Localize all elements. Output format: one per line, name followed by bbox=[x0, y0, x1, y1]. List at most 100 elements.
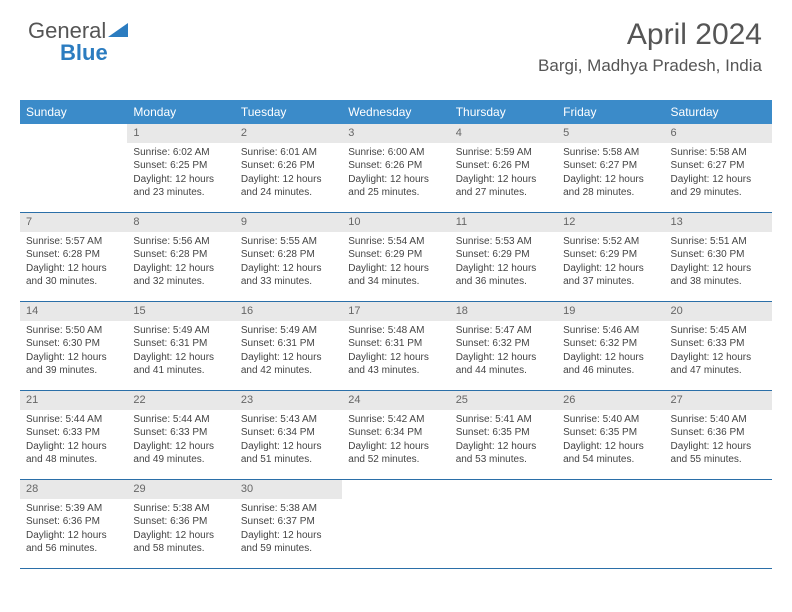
sunset-text: Sunset: 6:33 PM bbox=[671, 337, 766, 351]
daylight-line2: and 39 minutes. bbox=[26, 364, 121, 378]
day-body: Sunrise: 5:50 AMSunset: 6:30 PMDaylight:… bbox=[20, 321, 127, 384]
day-number: 21 bbox=[20, 391, 127, 410]
header: April 2024 Bargi, Madhya Pradesh, India bbox=[538, 18, 762, 76]
sunset-text: Sunset: 6:27 PM bbox=[671, 159, 766, 173]
daylight-line2: and 36 minutes. bbox=[456, 275, 551, 289]
sunrise-text: Sunrise: 5:41 AM bbox=[456, 413, 551, 427]
sunset-text: Sunset: 6:36 PM bbox=[26, 515, 121, 529]
day-cell: 29Sunrise: 5:38 AMSunset: 6:36 PMDayligh… bbox=[127, 480, 234, 568]
daylight-line2: and 33 minutes. bbox=[241, 275, 336, 289]
day-number: 19 bbox=[557, 302, 664, 321]
day-cell: 4Sunrise: 5:59 AMSunset: 6:26 PMDaylight… bbox=[450, 124, 557, 212]
daylight-line1: Daylight: 12 hours bbox=[241, 529, 336, 543]
sunset-text: Sunset: 6:29 PM bbox=[348, 248, 443, 262]
daylight-line1: Daylight: 12 hours bbox=[456, 351, 551, 365]
month-title: April 2024 bbox=[538, 18, 762, 52]
weekday-sunday: Sunday bbox=[20, 100, 127, 124]
day-number: 24 bbox=[342, 391, 449, 410]
daylight-line2: and 41 minutes. bbox=[133, 364, 228, 378]
empty-cell bbox=[342, 480, 449, 568]
weekday-wednesday: Wednesday bbox=[342, 100, 449, 124]
sunset-text: Sunset: 6:36 PM bbox=[671, 426, 766, 440]
day-body: Sunrise: 5:55 AMSunset: 6:28 PMDaylight:… bbox=[235, 232, 342, 295]
daylight-line1: Daylight: 12 hours bbox=[241, 173, 336, 187]
day-number: 12 bbox=[557, 213, 664, 232]
daylight-line1: Daylight: 12 hours bbox=[133, 529, 228, 543]
day-cell: 5Sunrise: 5:58 AMSunset: 6:27 PMDaylight… bbox=[557, 124, 664, 212]
day-cell: 15Sunrise: 5:49 AMSunset: 6:31 PMDayligh… bbox=[127, 302, 234, 390]
sunrise-text: Sunrise: 6:02 AM bbox=[133, 146, 228, 160]
day-body: Sunrise: 6:01 AMSunset: 6:26 PMDaylight:… bbox=[235, 143, 342, 206]
day-number: 4 bbox=[450, 124, 557, 143]
day-number: 7 bbox=[20, 213, 127, 232]
daylight-line2: and 53 minutes. bbox=[456, 453, 551, 467]
day-body: Sunrise: 5:49 AMSunset: 6:31 PMDaylight:… bbox=[127, 321, 234, 384]
daylight-line1: Daylight: 12 hours bbox=[563, 351, 658, 365]
day-cell: 18Sunrise: 5:47 AMSunset: 6:32 PMDayligh… bbox=[450, 302, 557, 390]
daylight-line2: and 47 minutes. bbox=[671, 364, 766, 378]
daylight-line2: and 58 minutes. bbox=[133, 542, 228, 556]
sunset-text: Sunset: 6:33 PM bbox=[26, 426, 121, 440]
sunrise-text: Sunrise: 5:40 AM bbox=[671, 413, 766, 427]
daylight-line2: and 38 minutes. bbox=[671, 275, 766, 289]
day-body: Sunrise: 5:48 AMSunset: 6:31 PMDaylight:… bbox=[342, 321, 449, 384]
daylight-line1: Daylight: 12 hours bbox=[133, 351, 228, 365]
week-row: 21Sunrise: 5:44 AMSunset: 6:33 PMDayligh… bbox=[20, 391, 772, 480]
weekday-saturday: Saturday bbox=[665, 100, 772, 124]
day-body: Sunrise: 5:38 AMSunset: 6:36 PMDaylight:… bbox=[127, 499, 234, 562]
sunrise-text: Sunrise: 6:01 AM bbox=[241, 146, 336, 160]
daylight-line1: Daylight: 12 hours bbox=[563, 440, 658, 454]
day-body: Sunrise: 5:59 AMSunset: 6:26 PMDaylight:… bbox=[450, 143, 557, 206]
weekday-header-row: SundayMondayTuesdayWednesdayThursdayFrid… bbox=[20, 100, 772, 124]
daylight-line2: and 29 minutes. bbox=[671, 186, 766, 200]
sunset-text: Sunset: 6:26 PM bbox=[348, 159, 443, 173]
daylight-line1: Daylight: 12 hours bbox=[133, 173, 228, 187]
daylight-line2: and 32 minutes. bbox=[133, 275, 228, 289]
day-body: Sunrise: 5:58 AMSunset: 6:27 PMDaylight:… bbox=[665, 143, 772, 206]
sunset-text: Sunset: 6:33 PM bbox=[133, 426, 228, 440]
day-body: Sunrise: 5:40 AMSunset: 6:35 PMDaylight:… bbox=[557, 410, 664, 473]
daylight-line2: and 49 minutes. bbox=[133, 453, 228, 467]
day-cell: 22Sunrise: 5:44 AMSunset: 6:33 PMDayligh… bbox=[127, 391, 234, 479]
sunrise-text: Sunrise: 5:49 AM bbox=[133, 324, 228, 338]
daylight-line2: and 27 minutes. bbox=[456, 186, 551, 200]
day-cell: 6Sunrise: 5:58 AMSunset: 6:27 PMDaylight… bbox=[665, 124, 772, 212]
daylight-line1: Daylight: 12 hours bbox=[26, 440, 121, 454]
day-body: Sunrise: 5:39 AMSunset: 6:36 PMDaylight:… bbox=[20, 499, 127, 562]
sunset-text: Sunset: 6:29 PM bbox=[563, 248, 658, 262]
sunset-text: Sunset: 6:30 PM bbox=[26, 337, 121, 351]
sunrise-text: Sunrise: 5:38 AM bbox=[133, 502, 228, 516]
day-number: 14 bbox=[20, 302, 127, 321]
empty-cell bbox=[557, 480, 664, 568]
day-number: 30 bbox=[235, 480, 342, 499]
sunrise-text: Sunrise: 5:45 AM bbox=[671, 324, 766, 338]
sunrise-text: Sunrise: 5:51 AM bbox=[671, 235, 766, 249]
weekday-tuesday: Tuesday bbox=[235, 100, 342, 124]
day-number: 1 bbox=[127, 124, 234, 143]
daylight-line2: and 51 minutes. bbox=[241, 453, 336, 467]
sunset-text: Sunset: 6:25 PM bbox=[133, 159, 228, 173]
day-body: Sunrise: 5:52 AMSunset: 6:29 PMDaylight:… bbox=[557, 232, 664, 295]
sunset-text: Sunset: 6:31 PM bbox=[133, 337, 228, 351]
day-cell: 2Sunrise: 6:01 AMSunset: 6:26 PMDaylight… bbox=[235, 124, 342, 212]
sunrise-text: Sunrise: 5:43 AM bbox=[241, 413, 336, 427]
sunrise-text: Sunrise: 6:00 AM bbox=[348, 146, 443, 160]
sunrise-text: Sunrise: 5:53 AM bbox=[456, 235, 551, 249]
day-body: Sunrise: 5:44 AMSunset: 6:33 PMDaylight:… bbox=[127, 410, 234, 473]
sunrise-text: Sunrise: 5:52 AM bbox=[563, 235, 658, 249]
daylight-line1: Daylight: 12 hours bbox=[133, 262, 228, 276]
daylight-line1: Daylight: 12 hours bbox=[563, 173, 658, 187]
day-body: Sunrise: 5:53 AMSunset: 6:29 PMDaylight:… bbox=[450, 232, 557, 295]
day-number: 29 bbox=[127, 480, 234, 499]
daylight-line1: Daylight: 12 hours bbox=[671, 440, 766, 454]
daylight-line2: and 44 minutes. bbox=[456, 364, 551, 378]
day-number: 5 bbox=[557, 124, 664, 143]
sunrise-text: Sunrise: 5:40 AM bbox=[563, 413, 658, 427]
day-body: Sunrise: 5:43 AMSunset: 6:34 PMDaylight:… bbox=[235, 410, 342, 473]
week-row: 28Sunrise: 5:39 AMSunset: 6:36 PMDayligh… bbox=[20, 480, 772, 569]
daylight-line2: and 54 minutes. bbox=[563, 453, 658, 467]
day-cell: 25Sunrise: 5:41 AMSunset: 6:35 PMDayligh… bbox=[450, 391, 557, 479]
day-number: 23 bbox=[235, 391, 342, 410]
empty-cell bbox=[20, 124, 127, 212]
day-number: 15 bbox=[127, 302, 234, 321]
